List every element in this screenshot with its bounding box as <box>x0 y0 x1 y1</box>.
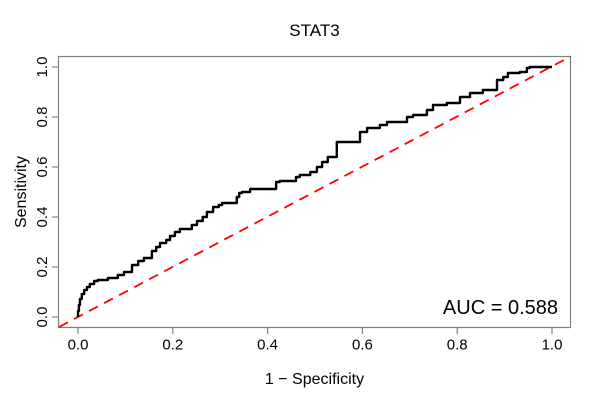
x-tick-label: 0.2 <box>162 337 183 354</box>
x-tick-label: 0.6 <box>352 337 373 354</box>
plot-title: STAT3 <box>289 21 339 40</box>
plot-box <box>57 55 572 329</box>
x-tick-label: 1.0 <box>542 337 563 354</box>
x-axis-label: 1 − Specificity <box>265 371 364 388</box>
auc-annotation: AUC = 0.588 <box>443 297 558 319</box>
roc-curve <box>76 65 552 317</box>
y-axis-label: Sensitivity <box>13 156 30 228</box>
y-tick-label: 0.6 <box>34 157 51 178</box>
x-axis-ticks: 0.0 0.2 0.4 0.6 0.8 1.0 <box>68 327 563 354</box>
y-tick-label: 0.2 <box>34 257 51 278</box>
y-axis-ticks: 0.0 0.2 0.4 0.6 0.8 1.0 <box>34 57 59 328</box>
chance-diagonal-line <box>58 55 571 328</box>
y-tick-label: 0.0 <box>34 307 51 328</box>
y-tick-label: 0.8 <box>34 107 51 128</box>
y-tick-label: 1.0 <box>34 57 51 78</box>
y-tick-label: 0.4 <box>34 207 51 228</box>
x-tick-label: 0.0 <box>68 337 89 354</box>
x-tick-label: 0.8 <box>447 337 468 354</box>
x-tick-label: 0.4 <box>257 337 278 354</box>
